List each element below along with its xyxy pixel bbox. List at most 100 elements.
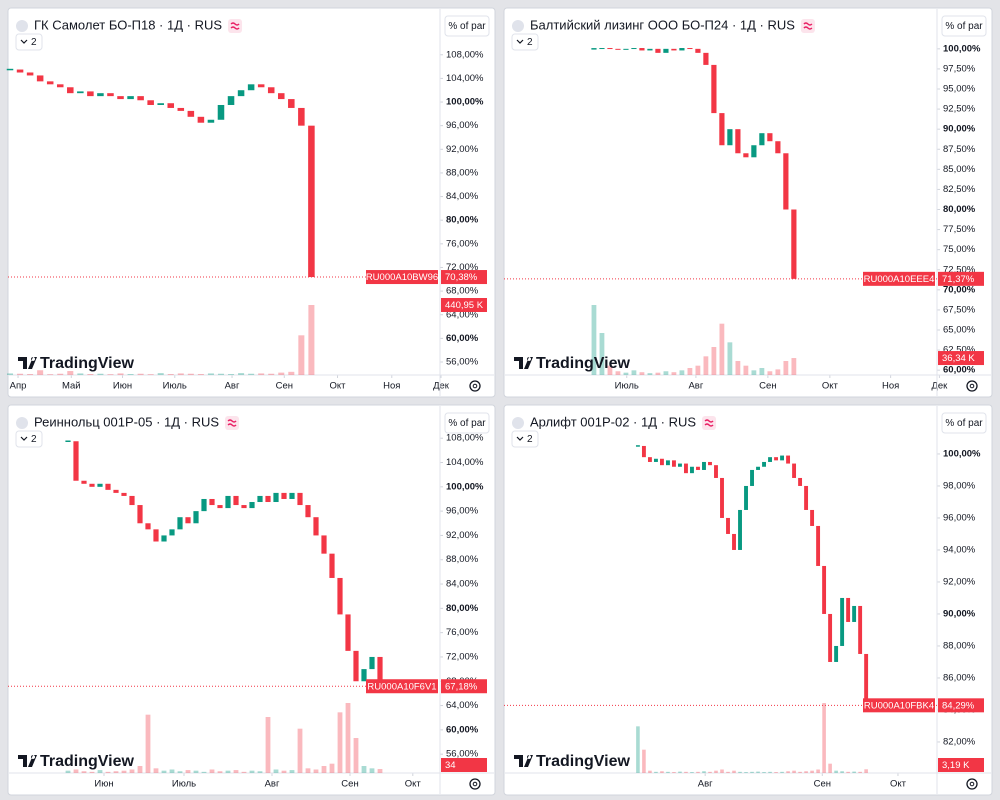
y-tick-label: 90,00% (943, 608, 976, 619)
chart-panel: Балтийский лизинг ООО БО-П24 · 1Д · RUS 2… (503, 7, 993, 398)
ticker-label: RU000A10F6V1 (367, 681, 436, 692)
volume-bar (258, 373, 265, 375)
candle (732, 533, 736, 550)
scale-mode-box[interactable] (444, 412, 490, 434)
x-tick-label: Авг (698, 779, 713, 790)
candle (273, 492, 279, 503)
panel-background (503, 7, 993, 398)
y-tick-label: 70,00% (943, 284, 976, 295)
last-volume-tag (441, 298, 487, 312)
ticker-tag (366, 270, 438, 285)
candle (735, 129, 741, 154)
candle (137, 505, 143, 524)
candle (177, 107, 185, 111)
realtime-badge (800, 19, 815, 33)
candle (703, 52, 709, 65)
candle (641, 445, 646, 458)
x-tick-label: Сен (814, 779, 831, 790)
candle (720, 477, 724, 518)
x-tick-label: Июль (172, 779, 196, 790)
y-tick-label: 85,00% (943, 164, 976, 175)
indicator-count: 2 (31, 434, 37, 445)
last-price-tag (441, 270, 487, 285)
ticker-label: RU000A10EEE4 (864, 274, 935, 285)
volume-bar (278, 372, 285, 375)
scale-mode-box[interactable] (941, 412, 987, 434)
volume-bar (711, 347, 717, 375)
y-tick-label: 90,00% (943, 124, 976, 135)
chevron (516, 39, 524, 44)
symbol-icon (512, 20, 524, 32)
volume-bar (147, 374, 154, 375)
x-tick-label: Окт (405, 779, 422, 790)
candle (690, 466, 694, 474)
candle (16, 69, 24, 73)
volume-bar (257, 771, 263, 773)
volume-bar (663, 371, 669, 375)
y-tick-label: 100,00% (446, 97, 484, 108)
candle (672, 460, 676, 467)
indicator-toggle[interactable] (15, 33, 43, 51)
candle (217, 104, 225, 120)
volume-bar (639, 372, 645, 375)
y-tick-label: 96,00% (446, 120, 479, 131)
last-price-tag (938, 271, 984, 286)
candle (56, 84, 64, 88)
volume-bar (67, 371, 74, 375)
candle (209, 498, 215, 506)
candle (840, 597, 845, 646)
volume-bar (37, 370, 44, 375)
volume-bar (720, 769, 724, 773)
volume-bar (129, 769, 135, 773)
y-tick-label: 80,00% (446, 603, 479, 614)
chart-title: Балтийский лизинг ООО БО-П24 · 1Д · RUS (530, 17, 795, 32)
realtime-icon (227, 419, 237, 427)
candle (298, 107, 305, 126)
indicator-toggle[interactable] (511, 33, 539, 51)
volume-bar (816, 769, 820, 773)
volume-bar (780, 771, 784, 773)
candle (719, 113, 725, 146)
volume-bar (157, 373, 164, 375)
volume-bar (783, 361, 789, 375)
candle (127, 96, 134, 100)
watermark-logo (514, 357, 533, 369)
scale-mode-box[interactable] (941, 15, 987, 37)
y-tick-label: 67,50% (943, 304, 976, 315)
volume-bar (233, 770, 239, 773)
settings-icon[interactable] (469, 778, 481, 790)
last-volume-tag (441, 758, 487, 772)
candle (775, 141, 781, 154)
y-tick-label: 100,00% (943, 448, 981, 459)
candle (791, 209, 797, 279)
x-tick-label: Дек (931, 381, 948, 392)
settings-icon[interactable] (966, 778, 978, 790)
volume-bar (846, 771, 850, 773)
y-tick-label: 77,50% (943, 224, 976, 235)
scale-mode-box[interactable] (444, 15, 490, 37)
indicator-toggle[interactable] (15, 430, 43, 448)
volume-bar (73, 769, 79, 773)
y-tick-label: 68,00% (446, 286, 479, 297)
settings-icon[interactable] (469, 380, 481, 392)
indicator-toggle[interactable] (511, 430, 539, 448)
volume-bar (321, 766, 327, 773)
realtime-badge (228, 19, 243, 33)
volume-bar (197, 374, 204, 375)
candle (187, 110, 195, 117)
candle (684, 463, 688, 474)
settings-icon[interactable] (966, 380, 978, 392)
candle (744, 485, 748, 510)
candle (153, 529, 159, 542)
volume-bar (313, 769, 319, 773)
last-price-label: 67,18% (445, 681, 478, 692)
symbol-icon (16, 417, 28, 429)
y-tick-label: 82,50% (943, 184, 976, 195)
watermark-logo (18, 755, 37, 767)
y-tick-label: 72,00% (446, 262, 479, 273)
candle (36, 75, 44, 82)
volume-bar (207, 373, 214, 375)
volume-bar (828, 763, 832, 773)
x-tick-label: Сен (341, 779, 358, 790)
volume-bar (744, 772, 748, 773)
